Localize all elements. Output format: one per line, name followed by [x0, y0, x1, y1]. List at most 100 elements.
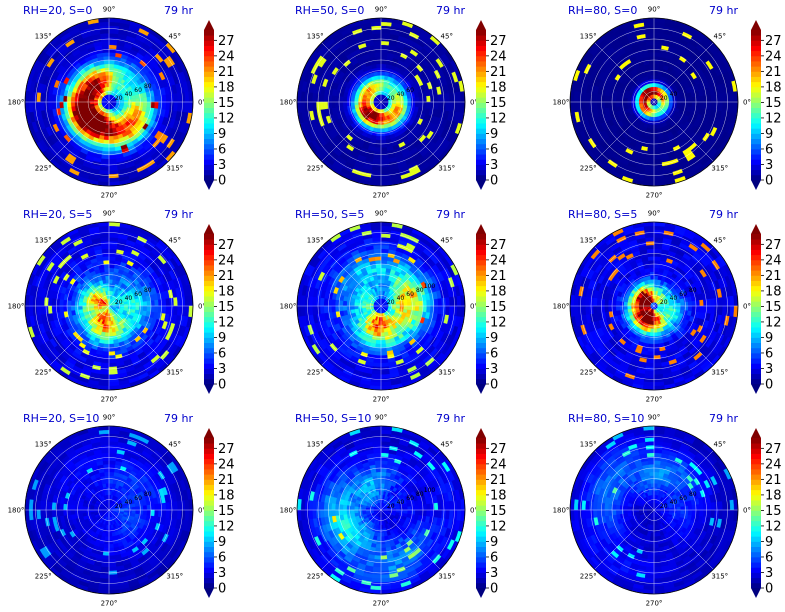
heat-cell	[104, 332, 110, 337]
colorbar-segment	[476, 117, 486, 124]
heat-cell	[380, 290, 384, 295]
heat-cell	[312, 92, 317, 103]
colorbar-segment	[204, 352, 214, 359]
heat-cell	[99, 233, 110, 239]
theta-tick-label: 90°	[103, 6, 115, 14]
heat-cell	[154, 95, 159, 103]
heat-cell	[70, 300, 76, 307]
heat-cell	[150, 101, 156, 109]
heat-cell	[699, 95, 704, 103]
heat-cell	[331, 95, 336, 103]
heat-cell	[59, 101, 64, 109]
heat-cell	[165, 297, 171, 307]
heat-cell	[346, 101, 351, 107]
heat-cell	[346, 97, 351, 103]
colorbar-segment	[751, 35, 761, 41]
heat-cell	[378, 320, 382, 326]
heat-cell	[585, 101, 590, 112]
heat-cell	[161, 298, 167, 307]
r-tick-label: 40	[125, 91, 133, 98]
heat-cell	[102, 351, 110, 356]
heat-cell	[619, 97, 624, 103]
colorbar-segment	[751, 45, 761, 52]
heat-cell	[426, 95, 431, 103]
theta-tick-label: 225°	[35, 164, 52, 172]
heat-cell	[108, 271, 114, 276]
heat-cell	[376, 67, 382, 72]
heat-cell	[93, 99, 98, 103]
heat-cell	[66, 305, 72, 312]
heat-cell	[581, 92, 587, 103]
heat-cell	[36, 296, 42, 307]
heat-cell	[653, 139, 660, 145]
heat-cell	[648, 63, 655, 69]
colorbar-segment	[476, 169, 486, 176]
panel-time-label: 79 hr	[164, 4, 193, 17]
heat-cell	[653, 71, 659, 76]
heat-cell	[150, 299, 156, 307]
heat-cell	[176, 296, 182, 307]
heat-cell	[607, 101, 613, 109]
heat-cell	[380, 132, 386, 137]
polar-panel: 0°45°90°135°180°225°270°315°204060RH=50,…	[280, 4, 478, 200]
heat-cell	[702, 94, 708, 103]
colorbar-segment	[204, 306, 214, 312]
heat-cell	[101, 358, 110, 364]
heat-cell	[47, 93, 53, 103]
heat-cell	[380, 55, 388, 61]
colorbar-segment	[204, 290, 214, 297]
heat-cell	[437, 101, 443, 111]
colorbar-segment	[204, 164, 214, 171]
colorbar-tick-label: 15	[218, 300, 235, 315]
colorbar-segment	[476, 154, 486, 160]
heat-cell	[651, 116, 655, 122]
heat-cell	[380, 139, 387, 145]
heat-cell	[607, 95, 613, 103]
heat-cell	[108, 351, 116, 356]
heat-cell	[691, 96, 697, 103]
heat-cell	[105, 124, 110, 129]
colorbar-segment	[476, 128, 486, 134]
heat-cell	[66, 300, 72, 307]
heat-cell	[103, 267, 110, 273]
heat-cell	[70, 305, 76, 312]
heat-cell	[157, 94, 163, 103]
heat-cell	[445, 92, 450, 103]
colorbar-segment	[751, 169, 761, 176]
colorbar-segment	[476, 143, 486, 150]
heat-cell	[108, 150, 117, 156]
heat-cell	[676, 101, 681, 106]
heat-cell	[51, 101, 57, 110]
heat-cell	[161, 94, 167, 103]
heat-cell	[82, 98, 87, 103]
colorbar-tick-label: 15	[218, 96, 235, 111]
colorbar-segment	[204, 285, 214, 292]
heat-cell	[108, 132, 114, 137]
heat-cell	[103, 139, 110, 145]
theta-tick-label: 180°	[553, 99, 570, 107]
colorbar-segment	[204, 358, 214, 364]
colorbar-segment	[476, 30, 486, 36]
theta-tick-label: 45°	[169, 33, 181, 41]
heat-cell	[108, 336, 114, 341]
colorbar-segment	[476, 71, 486, 77]
heat-cell	[146, 96, 152, 103]
heat-cell	[105, 328, 110, 333]
colorbar-segment	[204, 159, 214, 165]
colorbar-segment	[204, 50, 214, 57]
heat-cell	[74, 97, 79, 103]
colorbar-segment	[204, 154, 214, 160]
heat-cell	[99, 373, 110, 379]
heat-cell	[176, 305, 182, 316]
heat-cell	[350, 301, 355, 307]
heat-cell	[173, 101, 178, 112]
colorbar-tick-label: 27	[765, 34, 782, 49]
heat-cell	[414, 300, 420, 307]
heat-cell	[102, 147, 110, 152]
heat-cell	[433, 101, 439, 110]
heat-cell	[380, 158, 390, 164]
theta-tick-label: 270°	[373, 192, 390, 200]
colorbar-segment	[476, 61, 486, 67]
heat-cell	[653, 169, 664, 175]
colorbar-segment	[476, 123, 486, 129]
